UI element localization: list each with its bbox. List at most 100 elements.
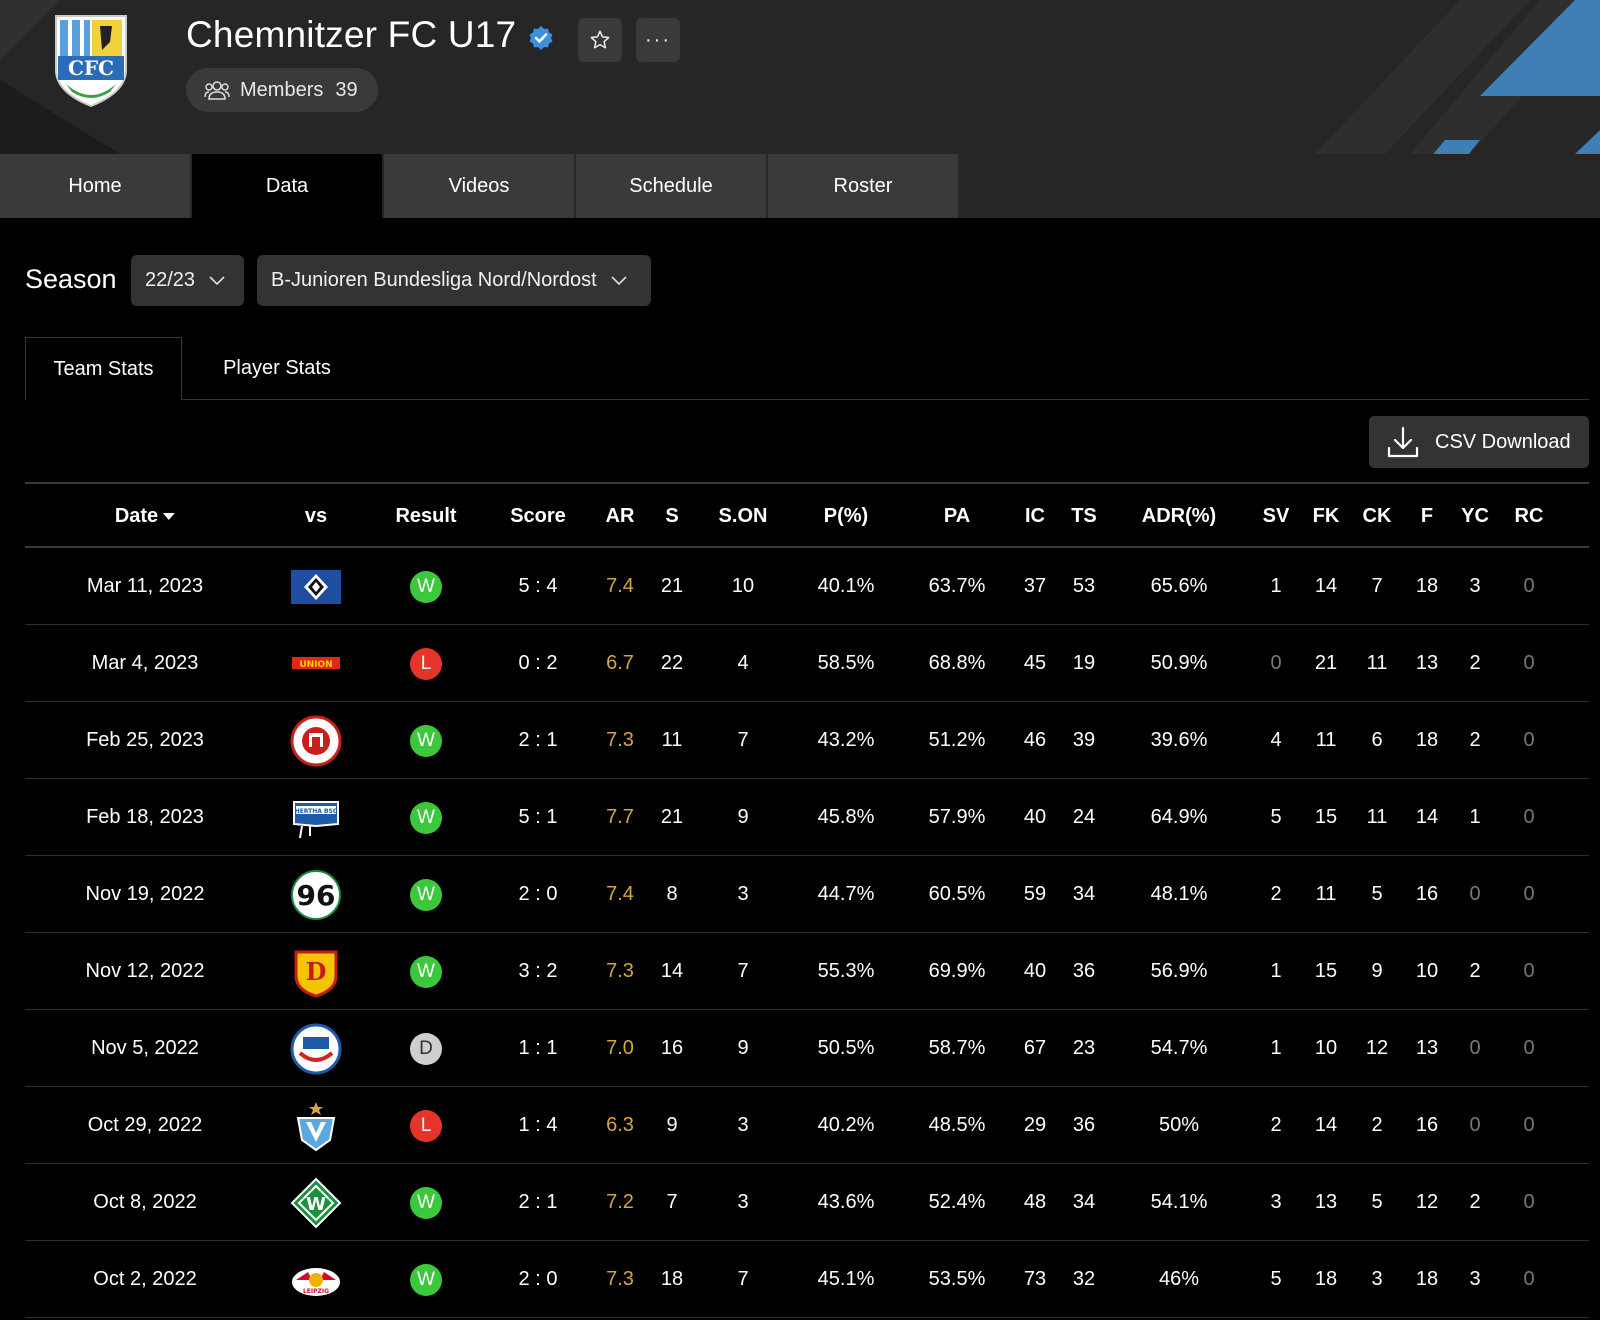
column-header-label: Result	[395, 504, 457, 527]
cell-sv: 3	[1270, 1191, 1282, 1213]
cell-s: 21	[660, 575, 684, 597]
cell-p-pct: 43.6%	[817, 1191, 875, 1213]
cell-result: W	[410, 702, 442, 779]
column-header-date[interactable]: Date	[115, 484, 176, 548]
column-header-ic[interactable]: IC	[1025, 484, 1045, 548]
column-header-adr-pct[interactable]: ADR(%)	[1142, 484, 1216, 548]
cell-ar: 7.3	[606, 1268, 634, 1290]
cell-fk: 15	[1314, 806, 1338, 828]
season-dropdown[interactable]: 22/23	[131, 255, 244, 306]
cell-ar: 7.0	[606, 1037, 634, 1059]
members-icon	[204, 81, 230, 100]
favorite-button[interactable]	[578, 18, 622, 62]
column-header-s[interactable]: S	[665, 484, 678, 548]
column-header-vs[interactable]: vs	[305, 484, 327, 548]
members-count: 39	[335, 78, 358, 101]
cell-ar: 7.7	[606, 806, 634, 828]
column-header-fk[interactable]: FK	[1313, 484, 1340, 548]
column-header-result[interactable]: Result	[395, 484, 456, 548]
cell-f: 13	[1415, 652, 1439, 674]
table-row[interactable]: Nov 12, 2022 W 3 : 2 7.3 14 7 55.3% 69.9% 40 36 56…	[25, 933, 1589, 1010]
cell-vs	[290, 779, 342, 856]
cell-score: 1 : 1	[518, 1037, 558, 1059]
league-dropdown[interactable]: B-Junioren Bundesliga Nord/Nordost	[257, 255, 651, 306]
table-row[interactable]: Nov 5, 2022 D 1 : 1 7.0 16 9 50.5% 58.7% 67 23 54.…	[25, 1010, 1589, 1087]
dynamo-dresden-icon[interactable]	[290, 946, 342, 998]
result-badge: W	[410, 955, 442, 988]
cell-p-pct: 58.5%	[817, 652, 875, 674]
table-row[interactable]: Feb 25, 2023 W 2 : 1 7.3 11 7 43.2% 51.2% 46 39 39…	[25, 702, 1589, 779]
tab-videos[interactable]: Videos	[384, 154, 574, 218]
column-header-s-on[interactable]: S.ON	[719, 484, 768, 548]
csv-download-button[interactable]: CSV Download	[1369, 416, 1589, 468]
cell-p-pct: 55.3%	[817, 960, 875, 982]
column-header-ts[interactable]: TS	[1071, 484, 1097, 548]
cell-result: W	[410, 548, 442, 625]
column-header-label: ADR(%)	[1141, 504, 1217, 527]
cell-pa: 63.7%	[928, 575, 986, 597]
tab-home[interactable]: Home	[0, 154, 190, 218]
cell-ck: 7	[1371, 575, 1383, 597]
tab-team-stats[interactable]: Team Stats	[25, 337, 182, 401]
column-header-ar[interactable]: AR	[606, 484, 635, 548]
cell-sv: 2	[1270, 1114, 1282, 1136]
more-options-button[interactable]: ···	[636, 18, 680, 62]
hertha-bsc-icon[interactable]	[290, 792, 342, 844]
cell-yc: 1	[1469, 806, 1481, 828]
hamburger-sv-icon[interactable]	[290, 561, 342, 613]
column-header-label: AR	[605, 504, 635, 527]
column-header-score[interactable]: Score	[510, 484, 566, 548]
table-row[interactable]: Oct 8, 2022 W 2 : 1 7.2 7 3 43.6% 52.4% 48 34 54.1…	[25, 1164, 1589, 1241]
column-header-sv[interactable]: SV	[1263, 484, 1290, 548]
column-header-label: YC	[1461, 504, 1489, 527]
members-pill[interactable]: Members 39	[186, 68, 378, 112]
cell-ar: 7.3	[606, 960, 634, 982]
hannover-96-icon[interactable]	[290, 869, 342, 921]
cell-fk: 11	[1315, 883, 1337, 905]
cell-sv: 1	[1270, 575, 1282, 597]
cell-yc: 2	[1469, 652, 1481, 674]
cell-ar: 6.7	[606, 652, 634, 674]
column-header-ck[interactable]: CK	[1363, 484, 1392, 548]
result-badge: W	[410, 1263, 442, 1296]
table-row[interactable]: Oct 29, 2022 L 1 : 4 6.3 9 3 40.2% 48.5% 29 36 50%…	[25, 1087, 1589, 1164]
cell-ck: 9	[1371, 960, 1383, 982]
column-header-rc[interactable]: RC	[1515, 484, 1544, 548]
cell-fk: 13	[1314, 1191, 1338, 1213]
st-pauli-icon[interactable]	[290, 715, 342, 767]
cell-score: 3 : 2	[518, 960, 558, 982]
cell-vs	[290, 702, 342, 779]
cell-f: 16	[1415, 1114, 1439, 1136]
column-header-yc[interactable]: YC	[1461, 484, 1489, 548]
viktoria-berlin-icon[interactable]	[290, 1100, 342, 1152]
union-berlin-icon[interactable]	[290, 638, 342, 690]
rb-leipzig-icon[interactable]	[290, 1254, 342, 1306]
cell-pa: 58.7%	[928, 1037, 986, 1059]
cell-fk: 15	[1314, 960, 1338, 982]
cell-f: 18	[1415, 575, 1439, 597]
table-row[interactable]: Nov 19, 2022 W 2 : 0 7.4 8 3 44.7% 60.5% 59 34 48.…	[25, 856, 1589, 933]
column-header-f[interactable]: F	[1421, 484, 1433, 548]
column-header-label: TS	[1071, 504, 1097, 527]
column-header-pa[interactable]: PA	[944, 484, 970, 548]
table-row[interactable]: Feb 18, 2023 W 5 : 1 7.7 21 9 45.8% 57.9% 40 24 64…	[25, 779, 1589, 856]
season-label: Season	[25, 264, 117, 294]
tab-player-stats[interactable]: Player Stats	[207, 337, 347, 400]
hansa-rostock-icon[interactable]	[290, 1023, 342, 1075]
tab-roster[interactable]: Roster	[768, 154, 958, 218]
cell-ic: 59	[1023, 883, 1047, 905]
star-icon	[590, 30, 610, 49]
more-icon: ···	[645, 28, 671, 51]
table-row[interactable]: Mar 4, 2023 L 0 : 2 6.7 22 4 58.5% 68.8% 45 19 50.…	[25, 625, 1589, 702]
cell-s: 7	[666, 1191, 678, 1213]
tab-videos-label: Videos	[448, 174, 510, 197]
tab-schedule[interactable]: Schedule	[576, 154, 766, 218]
cell-score: 2 : 0	[518, 1268, 558, 1290]
table-row[interactable]: Mar 11, 2023 W 5 : 4 7.4 21 10 40.1% 63.7% 37 53 6…	[25, 548, 1589, 625]
table-row[interactable]: Oct 2, 2022 W 2 : 0 7.3 18 7 45.1% 53.5% 73 32 46%…	[25, 1241, 1589, 1318]
werder-bremen-icon[interactable]	[290, 1177, 342, 1229]
cell-ic: 73	[1023, 1268, 1047, 1290]
column-header-p-pct[interactable]: P(%)	[824, 484, 868, 548]
tab-data[interactable]: Data	[192, 154, 382, 218]
cell-date: Oct 29, 2022	[87, 1114, 203, 1136]
